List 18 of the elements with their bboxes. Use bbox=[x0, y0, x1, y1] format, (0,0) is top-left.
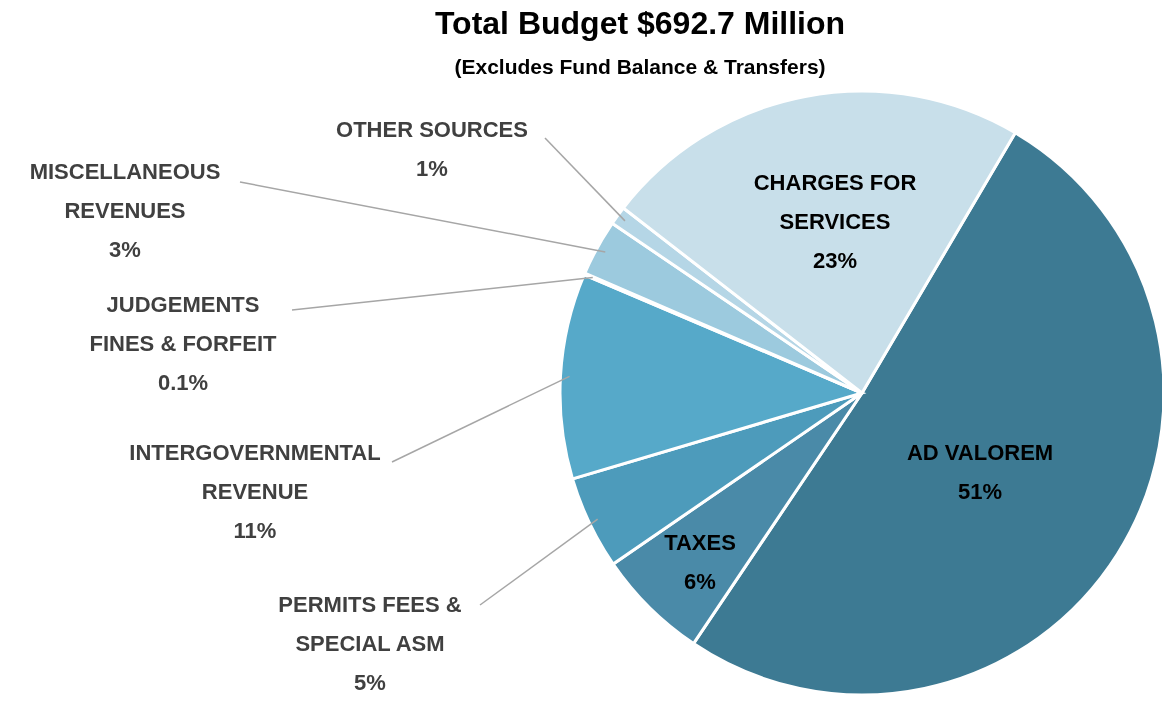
data-label: 23% bbox=[812, 248, 858, 273]
slice-label: AD VALOREM bbox=[906, 440, 1054, 465]
slice-label: OTHER SOURCES bbox=[336, 117, 528, 142]
slice-label: JUDGEMENTS FINES & FORFEIT bbox=[89, 292, 278, 356]
data-label: 51% bbox=[957, 479, 1003, 504]
data-label: 3% bbox=[109, 237, 141, 262]
chart-subtitle: (Excludes Fund Balance & Transfers) bbox=[454, 55, 826, 78]
slice-label: MISCELLANEOUS REVENUES bbox=[29, 159, 221, 223]
data-label: 5% bbox=[354, 670, 386, 695]
data-label: 11% bbox=[233, 518, 277, 543]
slice-label: TAXES bbox=[664, 530, 736, 555]
slice-label: INTERGOVERNMENTAL REVENUE bbox=[129, 440, 381, 504]
chart-title: Total Budget $692.7 Million bbox=[434, 5, 846, 41]
slice-label: PERMITS FEES & SPECIAL ASM bbox=[278, 592, 462, 656]
slice-label: CHARGES FOR SERVICES bbox=[753, 170, 917, 234]
data-label: 6% bbox=[684, 569, 716, 594]
data-label: 1% bbox=[416, 156, 448, 181]
data-label: 0.1% bbox=[157, 370, 209, 395]
